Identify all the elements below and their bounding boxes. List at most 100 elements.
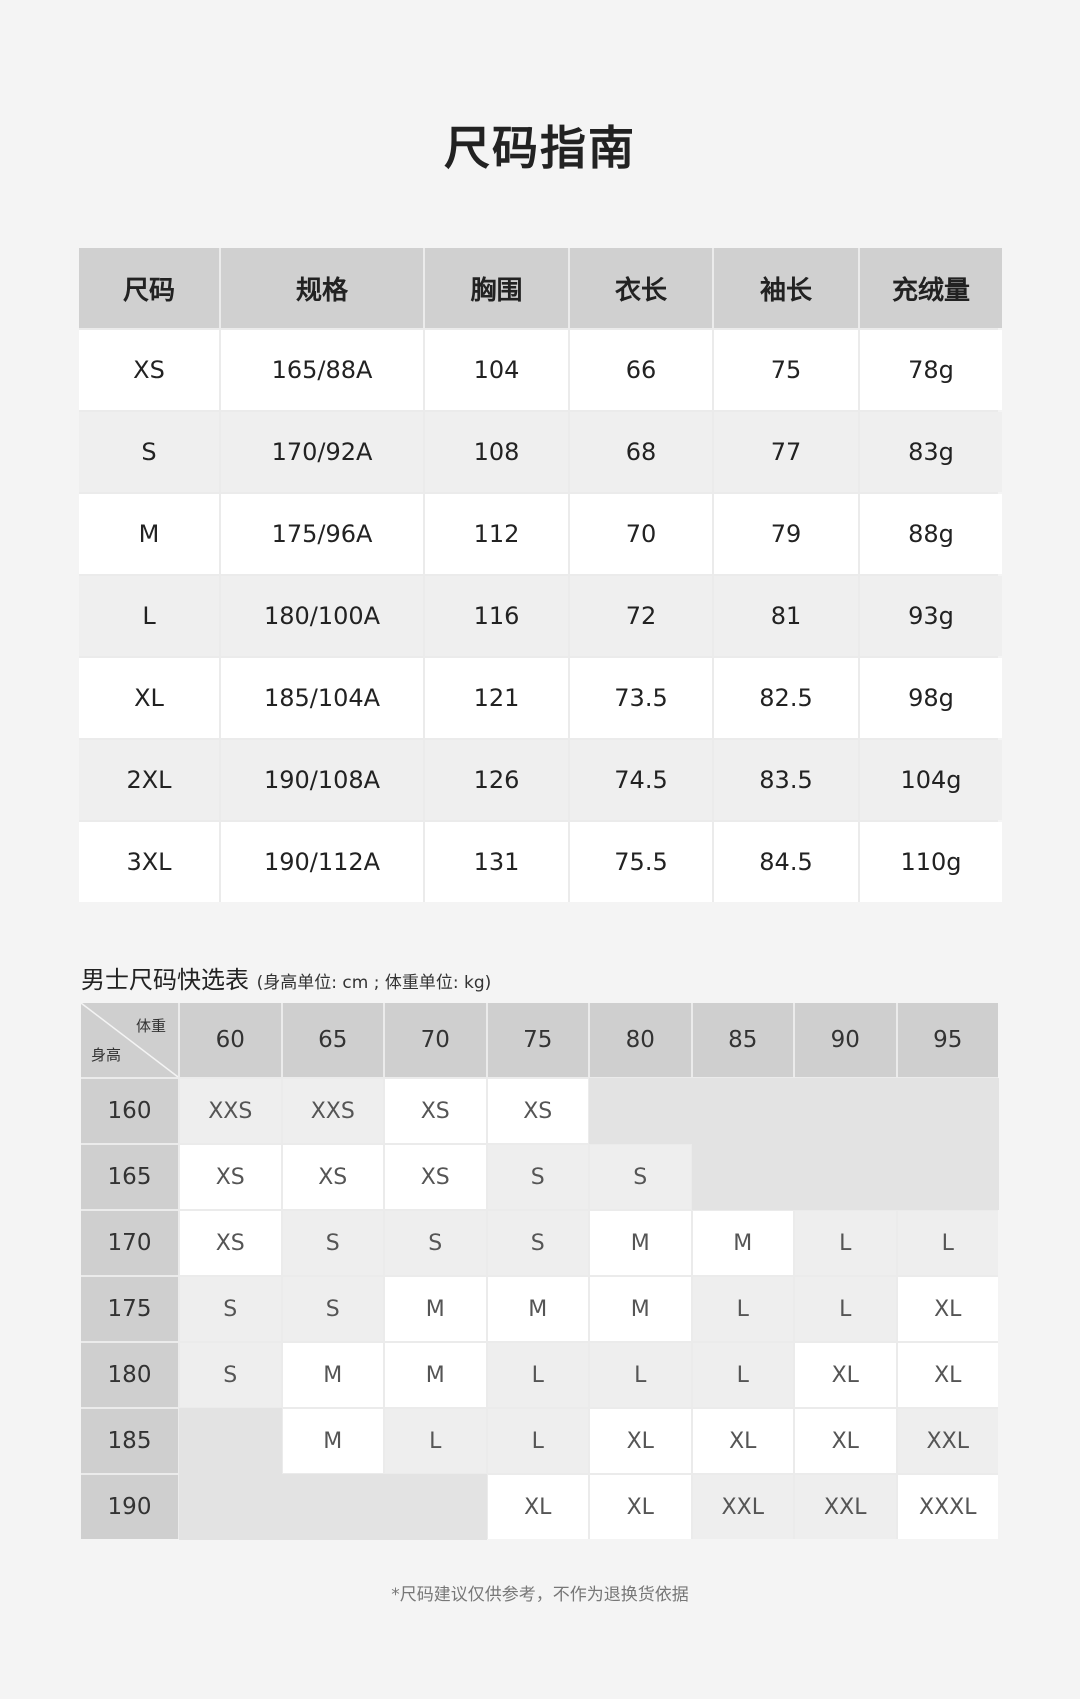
size-recommendation-cell: XXS (282, 1079, 383, 1143)
size-recommendation-cell: L (692, 1277, 793, 1341)
weight-header: 70 (385, 1003, 486, 1077)
weight-header: 90 (795, 1003, 896, 1077)
size-recommendation-cell: XL (897, 1343, 998, 1407)
quick-table-units: (身高单位: cm ; 体重单位: kg) (256, 973, 492, 993)
size-recommendation-cell: XL (692, 1409, 793, 1473)
table-cell: 78g (860, 330, 1002, 410)
empty-cell (795, 1079, 896, 1143)
size-label-cell: M (79, 494, 219, 574)
size-recommendation-cell: L (795, 1277, 896, 1341)
size-label-cell: L (79, 576, 219, 656)
size-recommendation-cell: XXL (897, 1409, 998, 1473)
table-cell: 131 (425, 822, 568, 902)
size-label-cell: S (79, 412, 219, 492)
column-header: 规格 (221, 248, 423, 328)
table-cell: 83.5 (714, 740, 858, 820)
table-cell: 68 (570, 412, 712, 492)
weight-header: 85 (692, 1003, 793, 1077)
size-recommendation-cell: L (487, 1409, 588, 1473)
height-header: 180 (81, 1343, 178, 1407)
table-cell: 104g (860, 740, 1002, 820)
empty-cell (795, 1145, 896, 1209)
table-cell: 108 (425, 412, 568, 492)
size-recommendation-cell: M (590, 1277, 691, 1341)
size-recommendation-cell: M (385, 1277, 486, 1341)
table-cell: 110g (860, 822, 1002, 902)
size-label-cell: XL (79, 658, 219, 738)
column-header: 胸围 (425, 248, 568, 328)
empty-cell (897, 1079, 998, 1143)
weight-header: 75 (487, 1003, 588, 1077)
height-header: 165 (81, 1145, 178, 1209)
size-recommendation-cell: XS (180, 1145, 281, 1209)
size-chart-table: 尺码 规格 胸围 衣长 袖长 充绒量 XS 165/88A 104 66 75 78g S 170/92A… (79, 248, 1002, 902)
size-recommendation-cell: XS (282, 1145, 383, 1209)
table-cell: 77 (714, 412, 858, 492)
size-recommendation-cell: XL (590, 1409, 691, 1473)
table-cell: 72 (570, 576, 712, 656)
column-header: 尺码 (79, 248, 219, 328)
size-recommendation-cell: XXXL (897, 1475, 998, 1539)
table-cell: 165/88A (221, 330, 423, 410)
table-cell: 66 (570, 330, 712, 410)
table-cell: 74.5 (570, 740, 712, 820)
weight-axis-label: 体重 (135, 1017, 166, 1035)
size-recommendation-cell: S (180, 1343, 281, 1407)
size-recommendation-cell: XS (180, 1211, 281, 1275)
size-recommendation-cell: XL (590, 1475, 691, 1539)
size-recommendation-cell: L (795, 1211, 896, 1275)
column-header: 袖长 (714, 248, 858, 328)
size-recommendation-cell: S (180, 1277, 281, 1341)
size-recommendation-cell: L (385, 1409, 486, 1473)
size-recommendation-cell: XXL (692, 1475, 793, 1539)
size-recommendation-cell: XL (795, 1409, 896, 1473)
weight-header: 80 (590, 1003, 691, 1077)
size-recommendation-cell: XS (487, 1079, 588, 1143)
table-cell: 121 (425, 658, 568, 738)
table-cell: 83g (860, 412, 1002, 492)
empty-cell (180, 1409, 281, 1473)
size-recommendation-cell: M (385, 1343, 486, 1407)
size-recommendation-cell: XL (795, 1343, 896, 1407)
column-header: 衣长 (570, 248, 712, 328)
size-recommendation-cell: S (487, 1145, 588, 1209)
quick-size-table: 体重 身高 60 65 70 75 80 85 90 95 160 XXS XXS XS XS 165 XS… (81, 1003, 998, 1539)
page-title: 尺码指南 (444, 121, 636, 175)
weight-header: 95 (897, 1003, 998, 1077)
table-cell: 75.5 (570, 822, 712, 902)
table-cell: 88g (860, 494, 1002, 574)
size-recommendation-cell: M (282, 1409, 383, 1473)
size-recommendation-cell: S (385, 1211, 486, 1275)
quick-table-heading: 男士尺码快选表 (身高单位: cm ; 体重单位: kg) (81, 960, 491, 995)
size-recommendation-cell: L (590, 1343, 691, 1407)
height-header: 185 (81, 1409, 178, 1473)
table-cell: 126 (425, 740, 568, 820)
weight-header: 65 (282, 1003, 383, 1077)
table-cell: 104 (425, 330, 568, 410)
table-cell: 170/92A (221, 412, 423, 492)
height-header: 175 (81, 1277, 178, 1341)
size-recommendation-cell: S (282, 1277, 383, 1341)
size-recommendation-cell: M (282, 1343, 383, 1407)
disclaimer-footnote: *尺码建议仅供参考，不作为退换货依据 (391, 1585, 689, 1605)
table-cell: 75 (714, 330, 858, 410)
size-recommendation-cell: M (487, 1277, 588, 1341)
size-recommendation-cell: L (897, 1211, 998, 1275)
size-recommendation-cell: S (282, 1211, 383, 1275)
table-corner-header: 体重 身高 (81, 1003, 178, 1077)
size-recommendation-cell: XL (897, 1277, 998, 1341)
empty-cell (897, 1145, 998, 1209)
table-cell: 112 (425, 494, 568, 574)
table-cell: 180/100A (221, 576, 423, 656)
empty-cell (180, 1475, 281, 1539)
table-cell: 175/96A (221, 494, 423, 574)
size-label-cell: 3XL (79, 822, 219, 902)
empty-cell (385, 1475, 486, 1539)
table-cell: 116 (425, 576, 568, 656)
height-header: 190 (81, 1475, 178, 1539)
empty-cell (590, 1079, 691, 1143)
size-recommendation-cell: XXS (180, 1079, 281, 1143)
weight-header: 60 (180, 1003, 281, 1077)
column-header: 充绒量 (860, 248, 1002, 328)
size-recommendation-cell: L (487, 1343, 588, 1407)
